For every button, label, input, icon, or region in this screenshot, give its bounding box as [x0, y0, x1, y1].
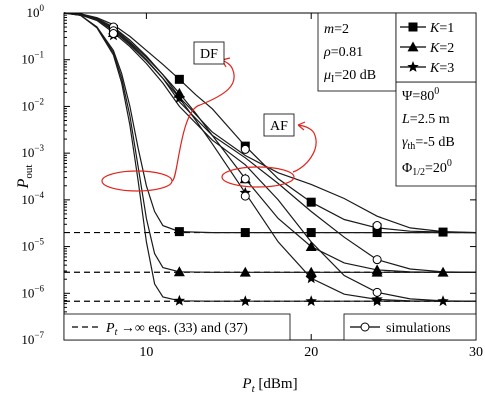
- sim-point-k2: [372, 255, 382, 265]
- x-tick-label: 10: [139, 345, 153, 360]
- legend-k1-marker: [408, 22, 418, 32]
- legend-k1-label: K=1: [429, 21, 454, 36]
- marker-df-k2: [305, 241, 317, 251]
- legend-k2-label: K=2: [429, 41, 454, 56]
- marker-df-k1: [438, 227, 448, 237]
- x-tick-label: 20: [304, 345, 318, 360]
- y-tick-label: 10−4: [21, 190, 44, 207]
- svg-text:m=2: m=2: [324, 22, 349, 37]
- marker-bound-k3: [371, 295, 383, 307]
- svg-text:γth=-5 dB: γth=-5 dB: [402, 135, 455, 152]
- sim-point-k3: [240, 191, 250, 201]
- svg-text:Φ1/2=200: Φ1/2=200: [402, 158, 452, 178]
- marker-bound-k2: [371, 266, 383, 277]
- marker-bound-k2: [239, 266, 251, 277]
- marker-bound-k1: [306, 228, 316, 238]
- sim-point-k3: [372, 287, 382, 297]
- parameter-box-left: m=2 ρ=0.81 μI=20 dB: [317, 12, 397, 92]
- y-tick-label: 10−7: [21, 330, 44, 347]
- af-arrow: [292, 121, 317, 173]
- marker-bound-k2: [173, 266, 185, 277]
- svg-text:L=2.5 m: L=2.5 m: [401, 112, 450, 127]
- y-tick-label: 10−3: [21, 143, 44, 160]
- annotations: DF AF: [101, 41, 317, 192]
- marker-df-k2: [437, 266, 449, 277]
- y-tick-label: 10−2: [21, 96, 44, 113]
- legend-asymptote: Pt →∞ eqs. (33) and (37): [63, 313, 291, 341]
- marker-bound-k1: [372, 228, 382, 238]
- y-tick-label: 10−6: [21, 283, 44, 300]
- marker-df-k1: [174, 74, 184, 84]
- legend-k3-label: K=3: [429, 61, 454, 76]
- y-tick-label: 10−5: [21, 237, 44, 254]
- sim-point-k3: [108, 29, 118, 39]
- legend-k: K=1 K=2 K=3: [395, 12, 477, 83]
- svg-text:Ψ=800: Ψ=800: [402, 86, 439, 104]
- x-tick-label: 30: [469, 345, 483, 360]
- marker-bound-k3: [173, 294, 186, 306]
- parameter-box-right: Ψ=800 L=2.5 m γth=-5 dB Φ1/2=200: [395, 81, 477, 187]
- legend-simulations: simulations: [343, 313, 477, 341]
- legend-k2-marker: [407, 41, 419, 52]
- legend-k3-marker: [407, 61, 419, 72]
- marker-bound-k3: [239, 295, 251, 307]
- sim-point-k1: [240, 144, 250, 154]
- af-ellipse: [221, 166, 295, 188]
- sim-point-k2: [240, 174, 250, 184]
- svg-text:μI=20 dB: μI=20 dB: [323, 68, 376, 85]
- y-axis-label: Pout: [15, 165, 35, 190]
- legend-asymptote-label: Pt →∞ eqs. (33) and (37): [105, 321, 248, 338]
- marker-bound-k3: [305, 295, 317, 307]
- marker-df-k1: [306, 197, 316, 207]
- curve-af-k3: [63, 12, 477, 302]
- marker-df-k3: [305, 272, 317, 284]
- marker-bound-k2: [305, 266, 317, 277]
- marker-bound-k1: [240, 228, 250, 238]
- markers-layer: [107, 22, 449, 307]
- svg-text:ρ=0.81: ρ=0.81: [323, 45, 363, 60]
- marker-df-k3: [437, 295, 449, 307]
- curve-af-k2: [63, 12, 477, 273]
- legend-simulations-label: simulations: [386, 321, 451, 336]
- marker-df-k3: [173, 92, 186, 103]
- df-label: DF: [200, 47, 218, 62]
- af-label: AF: [270, 119, 288, 134]
- marker-bound-k1: [174, 227, 184, 237]
- sim-point-k1: [372, 221, 382, 231]
- x-axis-label: Pt [dBm]: [241, 376, 297, 395]
- y-tick-label: 100: [27, 3, 45, 20]
- axis-ticks: 10 20 30 100 10−1 10−2 10−3 10−4 10−5 10−6 10−7: [21, 3, 483, 360]
- y-tick-label: 10−1: [21, 50, 44, 67]
